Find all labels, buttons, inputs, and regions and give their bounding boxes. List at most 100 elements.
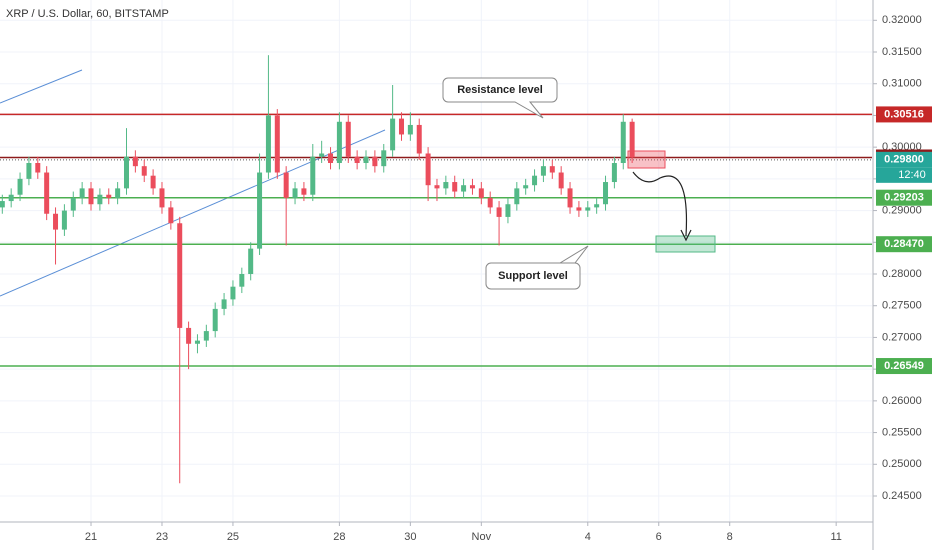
candle-body — [549, 166, 555, 173]
price-label-box — [876, 106, 932, 123]
arrow-head — [680, 229, 692, 242]
price-label-box — [876, 189, 932, 206]
candle-body — [425, 153, 431, 186]
countdown-box — [876, 167, 932, 183]
resistance-callout: Resistance level — [442, 77, 558, 119]
candle-body — [532, 175, 538, 186]
candle-body — [0, 201, 5, 208]
candle-body — [372, 156, 378, 167]
candle-body — [88, 188, 94, 205]
candle-body — [53, 213, 59, 230]
candle-body — [611, 163, 617, 183]
candles — [0, 55, 635, 484]
candle-body — [319, 153, 325, 157]
y-tick-label: 0.31000 — [882, 78, 922, 90]
candle-body — [434, 185, 440, 189]
candle-body — [363, 156, 369, 164]
price-label: 0.26549 — [884, 360, 924, 372]
candle-body — [239, 274, 245, 287]
candle-body — [61, 210, 67, 230]
x-tick-label: 30 — [404, 531, 416, 543]
candle-body — [576, 207, 582, 211]
price-label-box — [876, 358, 932, 375]
candle-body — [354, 156, 360, 164]
trend-line — [0, 129, 386, 297]
candle-body — [381, 150, 387, 167]
candle-body — [212, 308, 218, 332]
y-tick-label: 0.27000 — [882, 331, 922, 343]
annotation: Support level — [498, 270, 568, 282]
candle-body — [194, 340, 200, 344]
callout-box — [485, 245, 589, 290]
candle-body — [594, 204, 600, 208]
candle-body — [558, 172, 564, 189]
chart-title: XRP / U.S. Dollar, 60, BITSTAMP — [6, 8, 169, 20]
candle-body — [328, 153, 334, 164]
candle-body — [8, 194, 14, 202]
candle-body — [115, 188, 121, 198]
candle-body — [407, 124, 413, 135]
candle-body — [487, 197, 493, 208]
candle-body — [186, 327, 192, 344]
candle-body — [301, 188, 307, 195]
candle-body — [168, 207, 174, 224]
price-label-box — [876, 151, 932, 168]
candle-body — [132, 156, 138, 167]
candle-body — [443, 182, 449, 189]
candle-body — [292, 188, 298, 198]
y-tick-label: 0.31500 — [882, 46, 922, 58]
x-tick-label: 28 — [333, 531, 345, 543]
price-label: 0.28470 — [884, 238, 924, 250]
candle-body — [540, 166, 546, 176]
x-tick-label: 23 — [156, 531, 168, 543]
candle-body — [496, 207, 502, 217]
candle-body — [390, 118, 396, 151]
y-tick-label: 0.24500 — [882, 490, 922, 502]
candle-body — [514, 188, 520, 205]
y-tick-label: 0.29000 — [882, 204, 922, 216]
candle-body — [221, 299, 227, 309]
candle-body — [26, 163, 32, 179]
trend-line — [0, 69, 83, 104]
x-tick-label: 25 — [227, 531, 239, 543]
candle-body — [283, 172, 289, 198]
y-tick-label: 0.25500 — [882, 426, 922, 438]
y-tick-label: 0.28000 — [882, 268, 922, 280]
candle-body — [274, 115, 280, 173]
candle-body — [345, 121, 351, 157]
price-label: 0.29203 — [884, 192, 924, 204]
x-tick-label: 6 — [656, 531, 662, 543]
support-callout: Support level — [485, 245, 589, 290]
candle-body — [106, 194, 112, 198]
candle-body — [230, 286, 236, 300]
candle-body — [17, 178, 23, 195]
candle-body — [203, 331, 209, 341]
price-label: 0.29800 — [884, 154, 924, 166]
price-label-box — [876, 236, 932, 253]
candle-body — [469, 185, 475, 189]
price-label: 0.30516 — [884, 108, 924, 120]
callout-box — [442, 77, 558, 119]
candle-body — [159, 188, 165, 208]
candle-body — [310, 156, 316, 195]
candle-body — [585, 207, 591, 211]
target-zone — [655, 235, 716, 253]
candle-body — [505, 204, 511, 217]
y-tick-label: 0.25000 — [882, 458, 922, 470]
candle-body — [141, 166, 147, 176]
x-tick-label: 11 — [830, 531, 841, 543]
y-tick-label: 0.27500 — [882, 300, 922, 312]
sell-zone — [627, 150, 666, 169]
candle-body — [398, 118, 404, 135]
levels — [0, 113, 872, 367]
annotation: Resistance level — [457, 84, 543, 96]
candle-body — [265, 115, 271, 173]
axes: 0.245000.250000.255000.260000.265000.270… — [85, 14, 932, 543]
x-tick-label: Nov — [472, 531, 492, 543]
candle-body — [177, 223, 183, 328]
countdown: 12:40 — [898, 169, 926, 181]
candle-body — [478, 188, 484, 198]
candle-body — [257, 172, 263, 249]
candle-body — [97, 194, 103, 205]
